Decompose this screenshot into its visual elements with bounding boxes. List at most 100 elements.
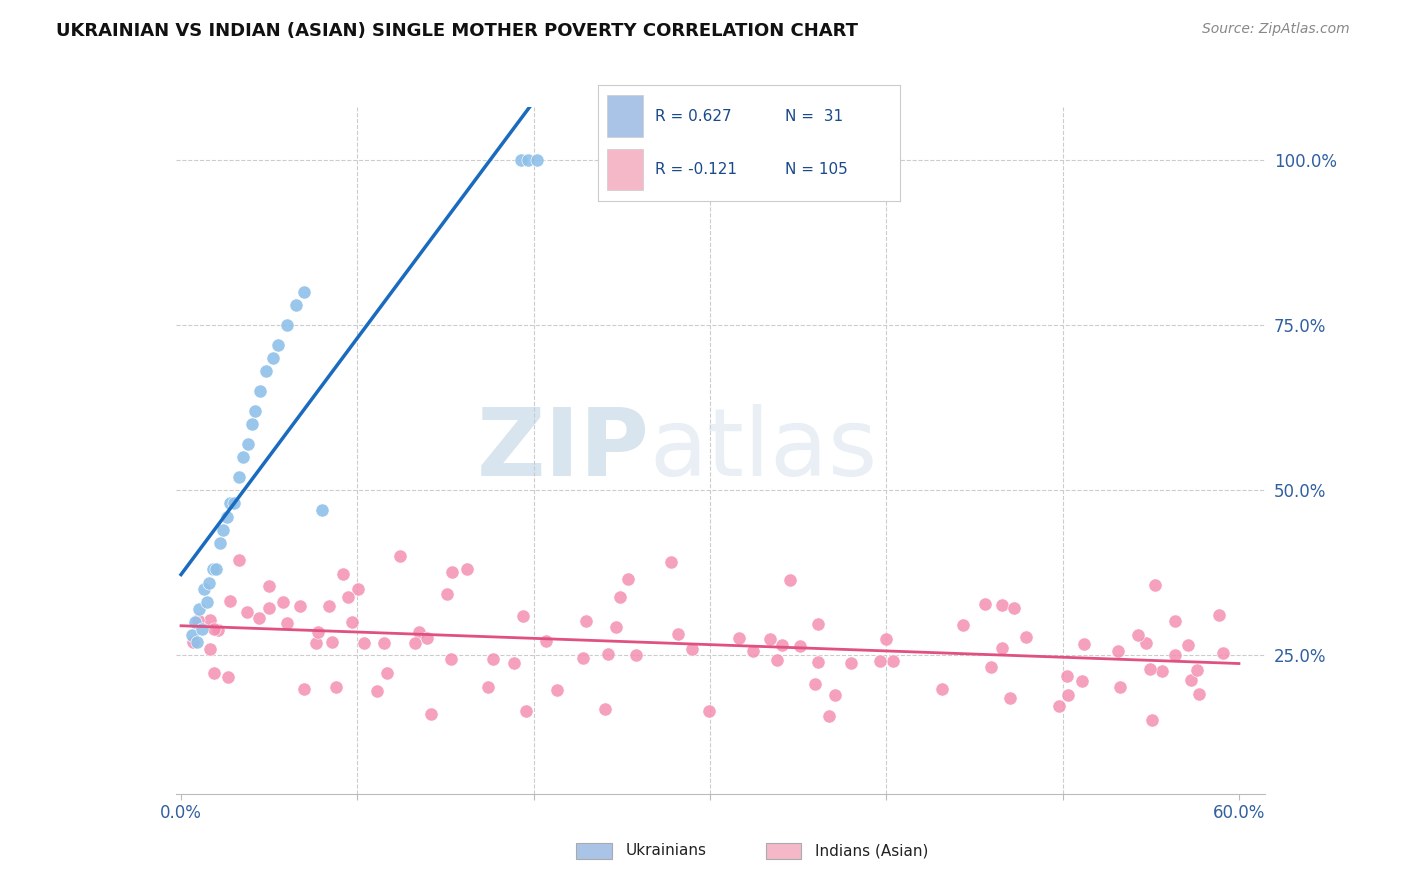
Point: [512, 609, 534, 624]
Point: [404, 635, 426, 649]
Point: [332, 566, 354, 581]
Point: [1109, 680, 1132, 694]
Point: [436, 587, 458, 601]
Point: [184, 615, 207, 630]
Point: [1002, 601, 1025, 615]
Text: atlas: atlas: [650, 404, 877, 497]
Point: [198, 575, 221, 590]
Point: [595, 702, 617, 716]
Point: [1164, 648, 1187, 662]
Point: [839, 656, 862, 670]
Point: [215, 509, 238, 524]
Point: [181, 635, 204, 649]
Point: [440, 652, 463, 666]
Point: [991, 599, 1014, 613]
Bar: [606, 95, 643, 137]
Point: [526, 153, 548, 167]
Point: [236, 437, 259, 451]
Text: R = 0.627: R = 0.627: [655, 109, 731, 124]
Point: [1126, 628, 1149, 642]
Point: [276, 615, 298, 630]
Point: [1185, 663, 1208, 677]
Point: [875, 632, 897, 646]
Point: [202, 666, 225, 681]
Point: [180, 628, 202, 642]
Point: [388, 549, 411, 563]
Point: [617, 573, 640, 587]
Point: [503, 656, 526, 670]
Point: [1177, 638, 1199, 652]
Point: [515, 704, 537, 718]
Point: [205, 562, 228, 576]
Point: [419, 707, 441, 722]
Point: [1139, 662, 1161, 676]
Point: [882, 655, 904, 669]
Point: [824, 688, 846, 702]
Point: [288, 599, 311, 614]
Point: [440, 566, 463, 580]
Point: [353, 636, 375, 650]
Point: [546, 682, 568, 697]
Point: [727, 631, 749, 645]
Point: [1000, 691, 1022, 706]
Point: [1187, 687, 1209, 701]
Text: Ukrainians: Ukrainians: [626, 844, 707, 858]
Point: [482, 651, 505, 665]
Point: [228, 553, 250, 567]
Point: [510, 153, 533, 167]
Point: [804, 677, 827, 691]
Point: [340, 615, 363, 629]
Point: [228, 470, 250, 484]
Point: [1015, 630, 1038, 644]
Point: [336, 590, 359, 604]
Point: [207, 624, 229, 638]
Point: [375, 665, 398, 680]
Point: [292, 681, 315, 696]
Point: [219, 496, 242, 510]
Point: [1180, 673, 1202, 688]
Point: [681, 642, 703, 657]
Point: [187, 602, 209, 616]
Point: [304, 635, 326, 649]
Text: Indians (Asian): Indians (Asian): [815, 844, 929, 858]
Point: [193, 582, 215, 596]
Point: [200, 613, 222, 627]
Point: [626, 648, 648, 662]
Point: [373, 636, 395, 650]
Point: [321, 634, 343, 648]
Point: [571, 651, 593, 665]
Point: [240, 417, 263, 431]
Point: [807, 655, 830, 669]
Point: [197, 595, 219, 609]
Point: [276, 318, 298, 332]
Point: [741, 644, 763, 658]
Point: [249, 384, 271, 398]
Point: [247, 611, 270, 625]
Point: [416, 631, 439, 645]
Point: [262, 351, 284, 365]
Point: [789, 639, 811, 653]
Point: [609, 591, 631, 605]
Point: [243, 404, 266, 418]
Point: [605, 620, 627, 634]
Point: [219, 594, 242, 608]
Point: [991, 640, 1014, 655]
Point: [236, 605, 259, 619]
Point: [1164, 615, 1187, 629]
Point: [517, 153, 540, 167]
Point: [273, 595, 295, 609]
Point: [1070, 673, 1092, 688]
Point: [1047, 698, 1070, 713]
Point: [311, 503, 333, 517]
Point: [325, 680, 347, 694]
Point: [347, 582, 370, 596]
Point: [408, 625, 430, 640]
Point: [257, 601, 280, 615]
Point: [284, 298, 307, 312]
Point: [1142, 713, 1164, 727]
Point: [980, 660, 1002, 674]
Point: [534, 633, 557, 648]
Point: [659, 555, 682, 569]
Point: [318, 599, 340, 613]
Point: [191, 622, 214, 636]
